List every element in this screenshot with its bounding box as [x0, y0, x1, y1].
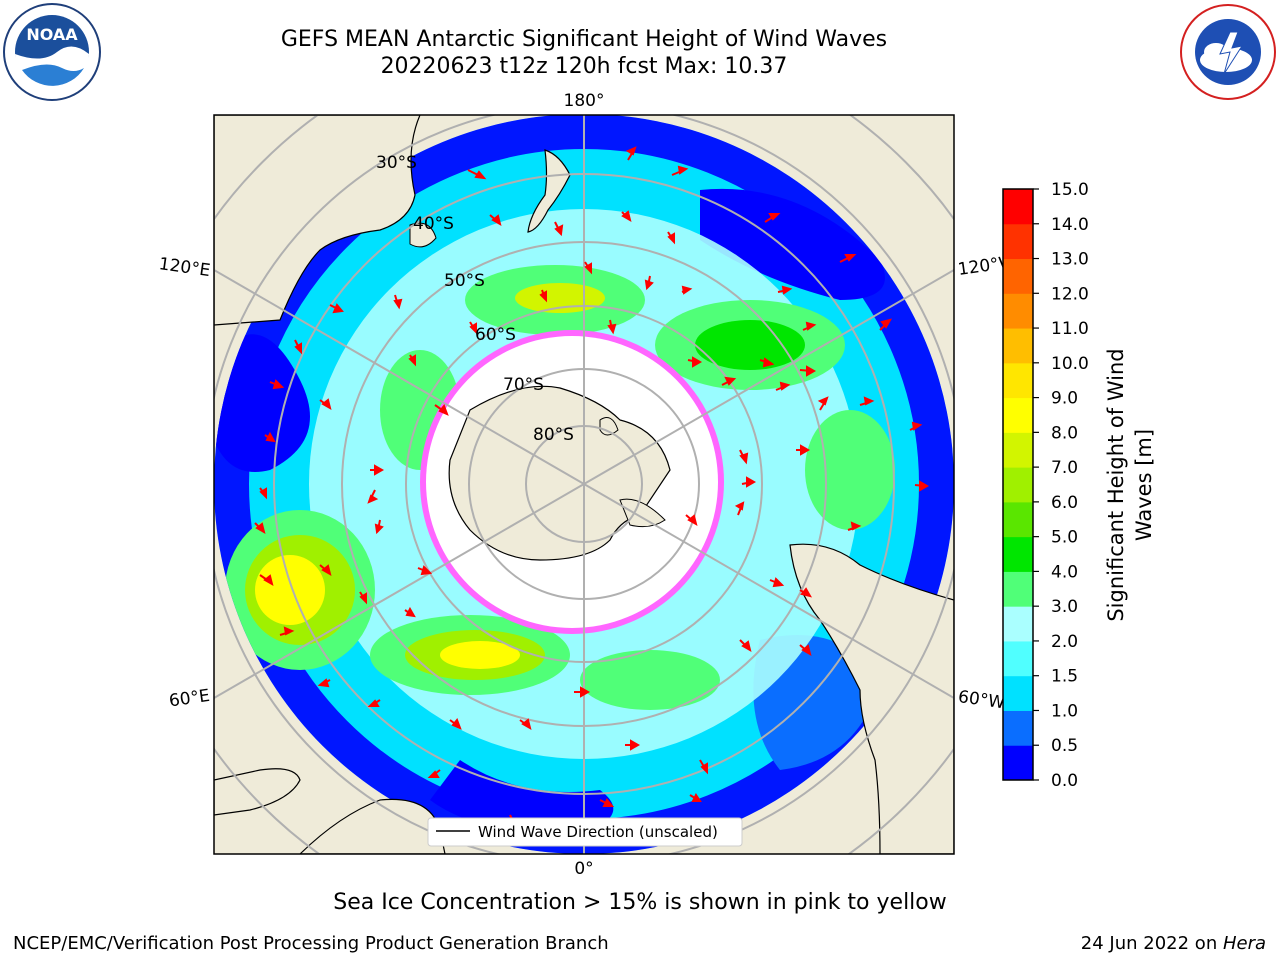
colorbar-segment — [1003, 571, 1033, 607]
colorbar-segment — [1003, 501, 1033, 538]
sea-ice-caption: Sea Ice Concentration > 15% is shown in … — [333, 890, 947, 915]
colorbar-segment — [1003, 606, 1033, 642]
colorbar-tick-label: 9.0 — [1051, 389, 1078, 409]
colorbar — [1003, 189, 1033, 781]
colorbar-tick-label: 0.0 — [1051, 771, 1078, 791]
colorbar-tick-label: 2.0 — [1051, 632, 1078, 652]
nws-logo — [1180, 4, 1276, 100]
chart-title: GEFS MEAN Antarctic Significant Height o… — [280, 27, 888, 52]
chart-subtitle: 20220623 t12z 120h fcst Max: 10.37 — [380, 54, 788, 79]
graticule — [214, 115, 954, 854]
lat-label-70s: 70°S — [503, 375, 544, 395]
colorbar-tick-label: 15.0 — [1051, 180, 1089, 200]
lat-label-80s: 80°S — [533, 425, 574, 445]
colorbar-tick-label: 1.5 — [1051, 667, 1078, 687]
colorbar-tick-label: 14.0 — [1051, 215, 1089, 235]
colorbar-tick-label: 11.0 — [1051, 319, 1089, 339]
colorbar-segment — [1003, 640, 1033, 677]
colorbar-segment — [1003, 675, 1033, 711]
colorbar-tick-label: 13.0 — [1051, 250, 1089, 270]
colorbar-segment — [1003, 258, 1033, 294]
lat-label-30s: 30°S — [376, 153, 417, 173]
colorbar-segment — [1003, 223, 1033, 260]
noaa-logo-text: NOAA — [26, 25, 78, 44]
australia-landmass — [214, 115, 421, 326]
colorbar-label-line2: Waves [m] — [1132, 429, 1156, 541]
legend-label: Wind Wave Direction (unscaled) — [478, 823, 718, 841]
lat-label-60s: 60°S — [475, 325, 516, 345]
meridian-label-180: 180° — [564, 91, 605, 111]
meridian-label-60w: 60°W — [957, 687, 1006, 713]
colorbar-tick-label: 7.0 — [1051, 458, 1078, 478]
lat-label-40s: 40°S — [413, 214, 454, 234]
colorbar-tick-label: 3.0 — [1051, 597, 1078, 617]
wind-wave-arrows — [254, 146, 930, 830]
meridian-label-0: 0° — [574, 859, 593, 879]
colorbar-ticks: 0.0 0.5 1.0 1.5 2.0 3.0 4.0 5.0 6.0 7.0 8.0 9.0 10.0… — [1033, 180, 1089, 791]
colorbar-tick-label: 5.0 — [1051, 528, 1078, 548]
colorbar-segment — [1003, 293, 1033, 329]
colorbar-label-line1: Significant Height of Wind — [1104, 348, 1128, 621]
new-zealand-landmass — [527, 149, 571, 233]
colorbar-tick-label: 8.0 — [1051, 423, 1078, 443]
map-legend: Wind Wave Direction (unscaled) — [427, 817, 743, 847]
footer-date-text: 24 Jun 2022 on — [1080, 933, 1223, 954]
noaa-logo: NOAA — [3, 3, 101, 101]
map-frame — [213, 114, 955, 855]
colorbar-tick-label: 12.0 — [1051, 284, 1089, 304]
footer-credit: NCEP/EMC/Verification Post Processing Pr… — [13, 933, 609, 954]
meridian-label-120e: 120°E — [158, 254, 212, 281]
footer-host: Hera — [1222, 933, 1266, 954]
colorbar-tick-label: 4.0 — [1051, 562, 1078, 582]
colorbar-segment — [1003, 328, 1033, 364]
colorbar-segment — [1003, 362, 1033, 399]
colorbar-tick-label: 6.0 — [1051, 493, 1078, 513]
meridian-label-60e: 60°E — [168, 686, 211, 711]
colorbar-segment — [1003, 397, 1033, 433]
lat-label-50s: 50°S — [444, 271, 485, 291]
footer-date: 24 Jun 2022 on Hera — [1081, 933, 1266, 954]
colorbar-segment — [1003, 745, 1033, 781]
colorbar-tick-label: 10.0 — [1051, 354, 1089, 374]
colorbar-segment — [1003, 710, 1033, 746]
colorbar-tick-label: 1.0 — [1051, 701, 1078, 721]
colorbar-frame — [1002, 188, 1034, 781]
colorbar-segment — [1003, 432, 1033, 468]
colorbar-segment — [1003, 536, 1033, 572]
colorbar-segment — [1003, 189, 1033, 225]
colorbar-segment — [1003, 467, 1033, 503]
colorbar-tick-label: 0.5 — [1051, 736, 1078, 756]
